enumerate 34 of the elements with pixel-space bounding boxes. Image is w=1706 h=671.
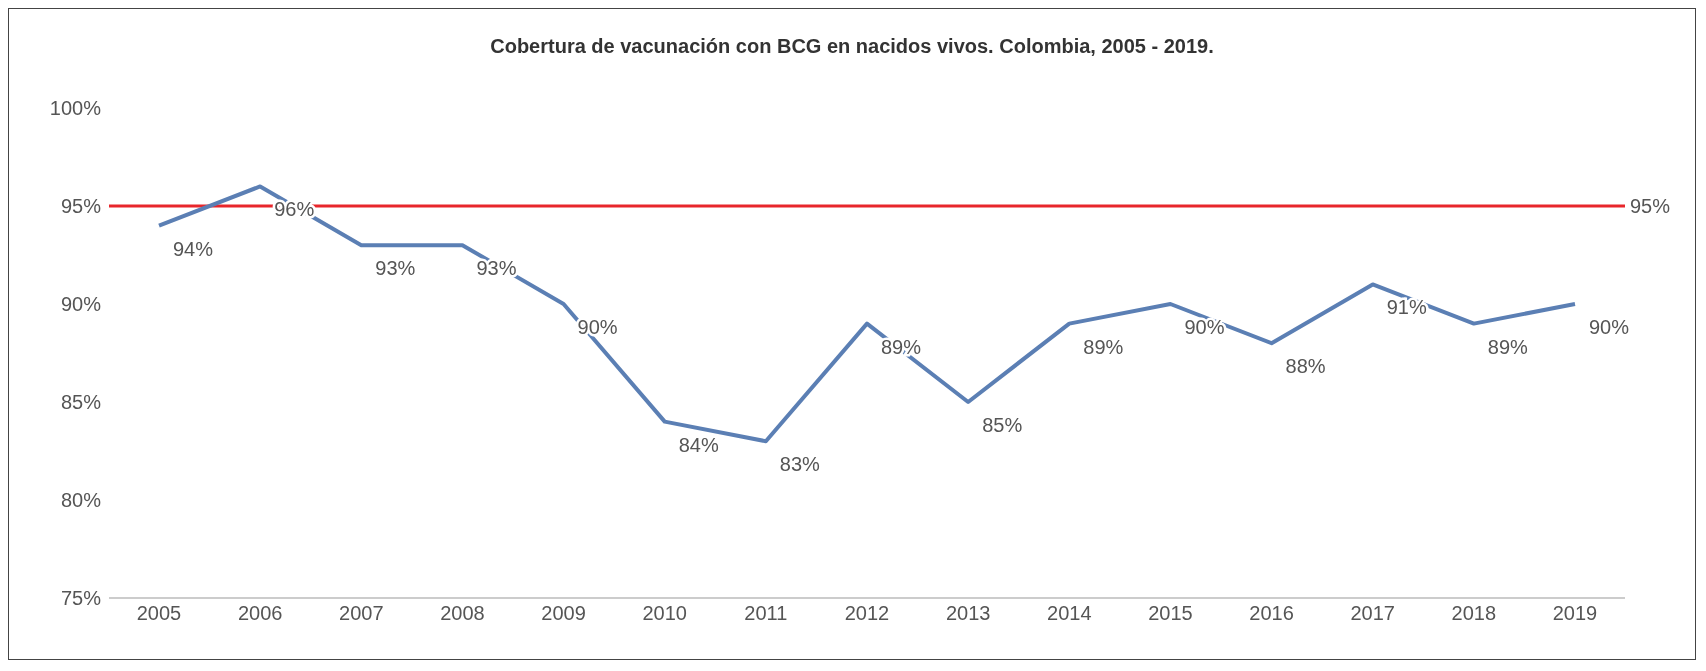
data-label: 89%	[1487, 335, 1529, 358]
x-tick-label: 2012	[844, 602, 890, 625]
chart-title: Cobertura de vacunación con BCG en nacidos vivos. Colombia, 2005 - 2019.	[489, 35, 1215, 58]
x-tick-label: 2010	[642, 602, 687, 625]
data-label: 88%	[1285, 355, 1326, 378]
data-label: 83%	[779, 453, 821, 476]
x-tick-label: 2006	[237, 602, 283, 625]
y-tick-label: 85%	[60, 391, 102, 414]
y-tick-label: 90%	[60, 293, 102, 316]
data-label: 90%	[1589, 316, 1630, 338]
y-tick-label: 75%	[60, 587, 102, 610]
x-tick-label: 2018	[1451, 602, 1497, 625]
y-tick-label: 100%	[49, 97, 102, 120]
data-label: 85%	[982, 414, 1023, 436]
y-tick-label: 95%	[60, 195, 102, 218]
data-label: 90%	[1184, 316, 1225, 338]
x-tick-label: 2009	[541, 602, 586, 625]
x-tick-label: 2005	[136, 602, 182, 625]
x-tick-label: 2014	[1047, 602, 1092, 625]
x-tick-label: 2013	[945, 602, 991, 625]
ref-line-label: 95%	[1630, 195, 1671, 218]
data-label: 89%	[1083, 335, 1124, 358]
x-tick-label: 2007	[339, 602, 384, 625]
x-tick-label: 2015	[1148, 602, 1193, 625]
x-tick-label: 2008	[440, 602, 485, 625]
x-tick-label: 2016	[1249, 602, 1294, 625]
data-label: 91%	[1386, 296, 1427, 319]
y-tick-label: 80%	[60, 489, 102, 512]
x-tick-label: 2019	[1552, 602, 1598, 625]
data-label: 84%	[678, 433, 719, 456]
x-tick-label: 2011	[744, 602, 788, 625]
data-label: 93%	[375, 257, 416, 280]
data-label: 94%	[173, 237, 214, 260]
x-tick-label: 2017	[1350, 602, 1395, 625]
